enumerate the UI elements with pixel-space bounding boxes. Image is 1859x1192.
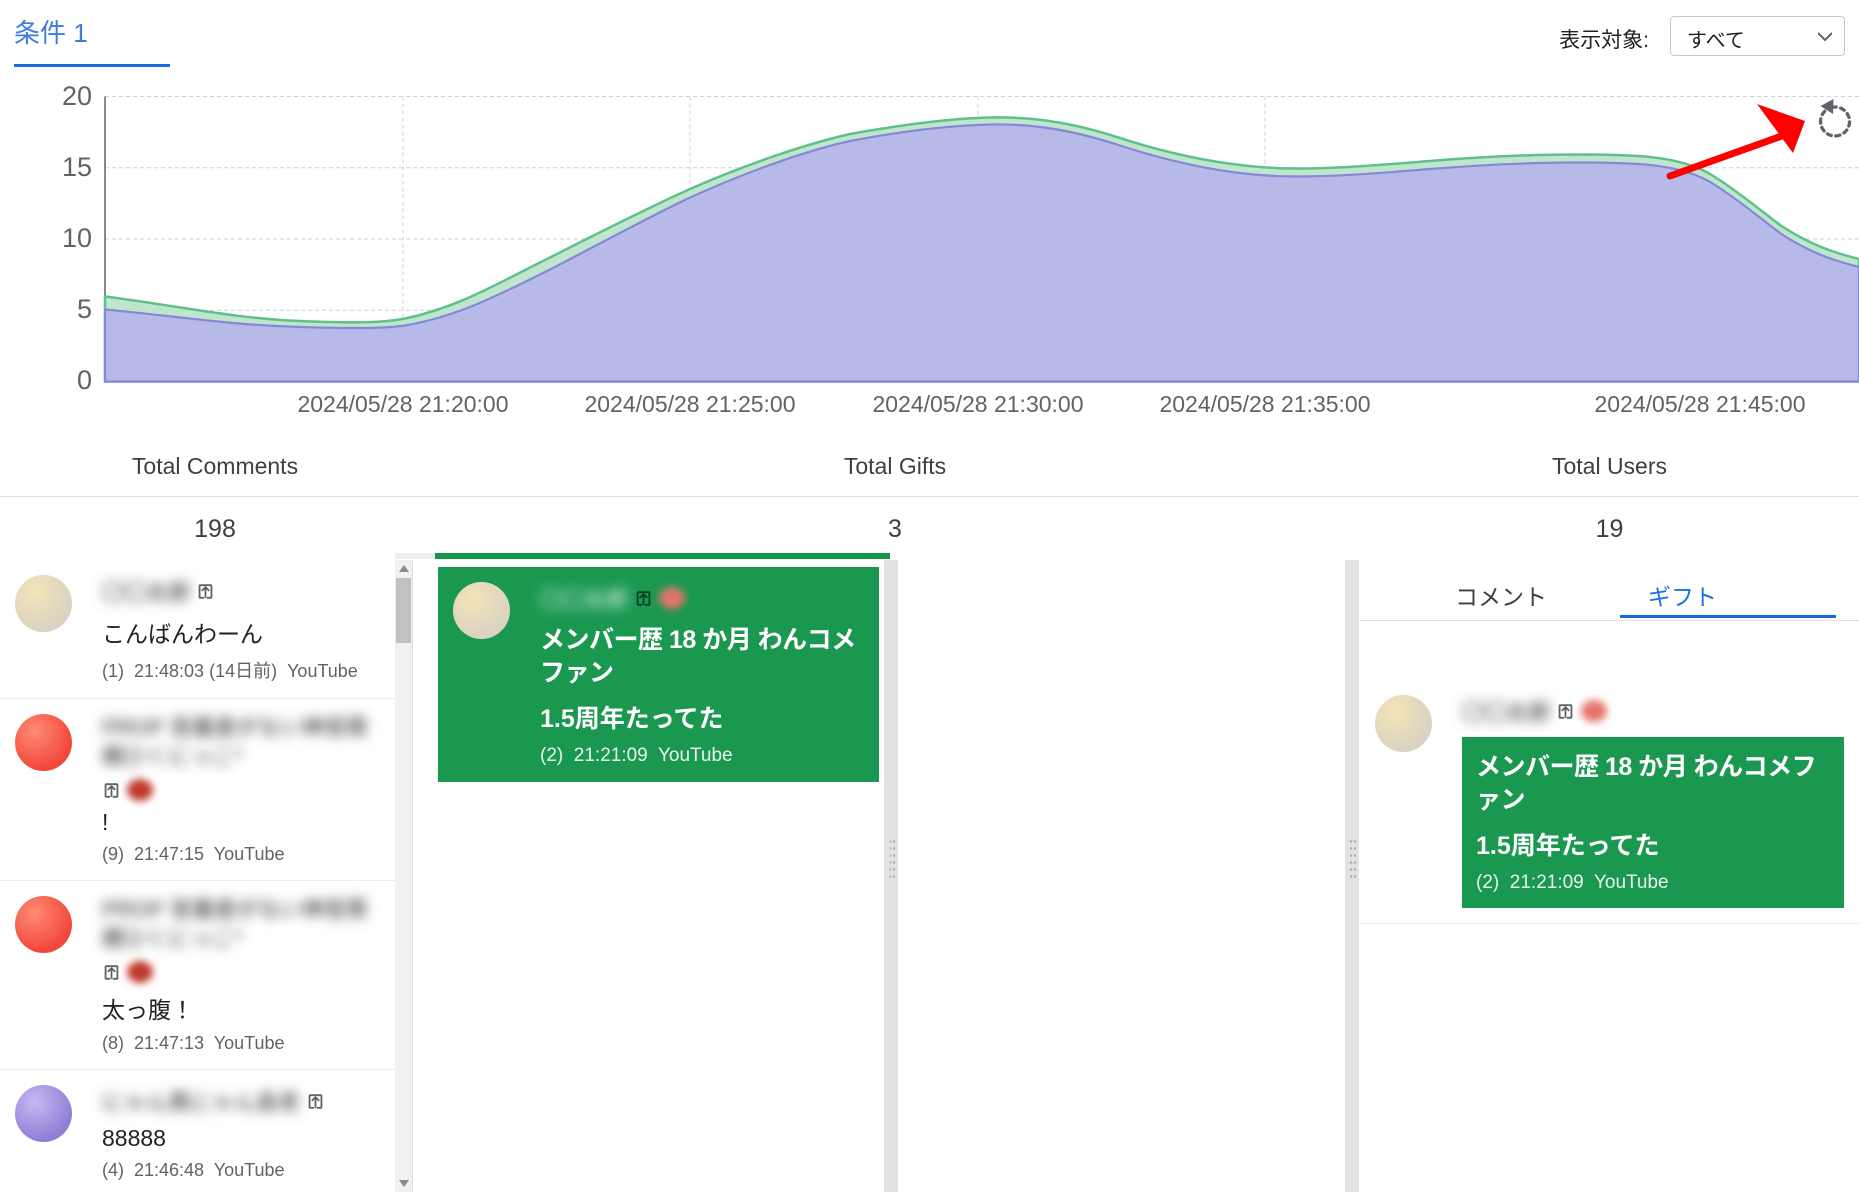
svg-text:2024/05/28 21:25:00: 2024/05/28 21:25:00 <box>584 391 795 415</box>
svg-text:2024/05/28 21:35:00: 2024/05/28 21:35:00 <box>1159 391 1370 415</box>
svg-text:2024/05/28 21:45:00: 2024/05/28 21:45:00 <box>1594 391 1805 415</box>
svg-text:0: 0 <box>77 365 92 395</box>
svg-text:2024/05/28 21:20:00: 2024/05/28 21:20:00 <box>297 391 508 415</box>
svg-text:2024/05/28 21:30:00: 2024/05/28 21:30:00 <box>872 391 1083 415</box>
svg-text:5: 5 <box>77 294 92 324</box>
svg-text:20: 20 <box>62 85 92 111</box>
svg-text:15: 15 <box>62 152 92 182</box>
svg-text:10: 10 <box>62 223 92 253</box>
